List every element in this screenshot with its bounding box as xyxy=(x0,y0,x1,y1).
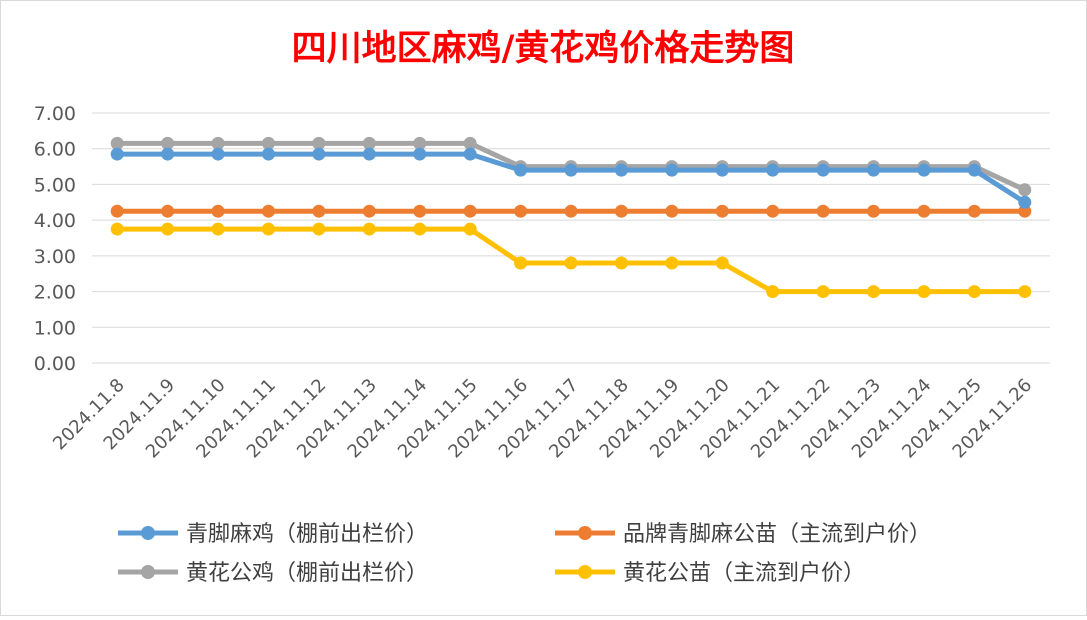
data-point xyxy=(766,204,780,218)
data-point xyxy=(110,147,124,161)
data-point xyxy=(816,163,830,177)
data-point xyxy=(867,204,881,218)
data-point xyxy=(1018,195,1032,209)
y-tick-label: 6.00 xyxy=(34,139,76,161)
data-point xyxy=(362,136,376,150)
data-point xyxy=(161,136,175,150)
data-point xyxy=(867,285,881,299)
data-point xyxy=(261,204,275,218)
data-point xyxy=(967,204,981,218)
data-point xyxy=(715,204,729,218)
data-point xyxy=(312,136,326,150)
data-point xyxy=(564,204,578,218)
data-point xyxy=(564,256,578,270)
y-tick-label: 2.00 xyxy=(34,282,76,304)
data-point xyxy=(211,204,225,218)
legend-label: 黄花公鸡（棚前出栏价） xyxy=(186,561,428,586)
y-tick-label: 4.00 xyxy=(34,210,76,232)
data-point xyxy=(161,147,175,161)
data-point xyxy=(413,136,427,150)
series-3 xyxy=(110,222,1032,299)
data-point xyxy=(110,204,124,218)
legend-label: 品牌青脚麻公苗（主流到户价） xyxy=(623,522,931,547)
data-point xyxy=(665,163,679,177)
y-tick-label: 1.00 xyxy=(34,317,76,339)
data-point xyxy=(261,147,275,161)
y-tick-label: 5.00 xyxy=(34,174,76,196)
data-point xyxy=(362,147,376,161)
data-point xyxy=(715,256,729,270)
series-1 xyxy=(110,204,1032,218)
legend-item: 黄花公苗（主流到户价） xyxy=(555,561,865,586)
data-point xyxy=(110,222,124,236)
data-point xyxy=(917,163,931,177)
data-point xyxy=(211,222,225,236)
legend: 青脚麻鸡（棚前出栏价） 品牌青脚麻公苗（主流到户价） 黄花公鸡（棚前出栏价） 黄花公苗… xyxy=(118,522,931,586)
data-point xyxy=(715,163,729,177)
data-point xyxy=(312,204,326,218)
data-point xyxy=(463,147,477,161)
y-axis-ticks: 0.00 1.00 2.00 3.00 4.00 5.00 6.00 7.00 xyxy=(34,103,76,375)
legend-swatch-marker xyxy=(141,526,155,540)
data-point xyxy=(211,147,225,161)
data-point xyxy=(816,204,830,218)
data-point xyxy=(867,163,881,177)
legend-item: 黄花公鸡（棚前出栏价） xyxy=(118,561,428,586)
data-point xyxy=(816,285,830,299)
data-point xyxy=(514,163,528,177)
data-point xyxy=(362,222,376,236)
data-point xyxy=(917,285,931,299)
data-point xyxy=(766,163,780,177)
data-point xyxy=(161,204,175,218)
data-point xyxy=(463,204,477,218)
data-point xyxy=(312,222,326,236)
legend-label: 黄花公苗（主流到户价） xyxy=(623,561,865,586)
data-point xyxy=(463,222,477,236)
legend-swatch-marker xyxy=(578,526,592,540)
data-point xyxy=(1018,183,1032,197)
legend-swatch-marker xyxy=(578,565,592,579)
legend-swatch-marker xyxy=(141,565,155,579)
data-point xyxy=(614,204,628,218)
data-point xyxy=(967,163,981,177)
data-point xyxy=(614,256,628,270)
data-point xyxy=(362,204,376,218)
data-point xyxy=(665,256,679,270)
series-0 xyxy=(110,147,1032,209)
data-point xyxy=(1018,285,1032,299)
data-point xyxy=(967,285,981,299)
data-point xyxy=(766,285,780,299)
legend-label: 青脚麻鸡（棚前出栏价） xyxy=(186,522,428,547)
data-point xyxy=(312,147,326,161)
data-point xyxy=(917,204,931,218)
data-point xyxy=(463,136,477,150)
legend-item: 青脚麻鸡（棚前出栏价） xyxy=(118,522,428,547)
data-point xyxy=(110,136,124,150)
data-point xyxy=(413,222,427,236)
y-tick-label: 0.00 xyxy=(34,353,76,375)
y-tick-label: 7.00 xyxy=(34,103,76,125)
data-point xyxy=(514,256,528,270)
legend-item: 品牌青脚麻公苗（主流到户价） xyxy=(555,522,931,547)
data-point xyxy=(564,163,578,177)
data-point xyxy=(161,222,175,236)
data-point xyxy=(211,136,225,150)
series-layer xyxy=(110,136,1032,299)
data-point xyxy=(413,147,427,161)
grid-lines xyxy=(92,112,1050,364)
data-point xyxy=(261,222,275,236)
data-point xyxy=(514,204,528,218)
data-point xyxy=(614,163,628,177)
chart-title: 四川地区麻鸡/黄花鸡价格走势图 xyxy=(292,29,795,69)
y-tick-label: 3.00 xyxy=(34,246,76,268)
data-point xyxy=(413,204,427,218)
data-point xyxy=(261,136,275,150)
data-point xyxy=(1018,204,1032,218)
data-point xyxy=(665,204,679,218)
